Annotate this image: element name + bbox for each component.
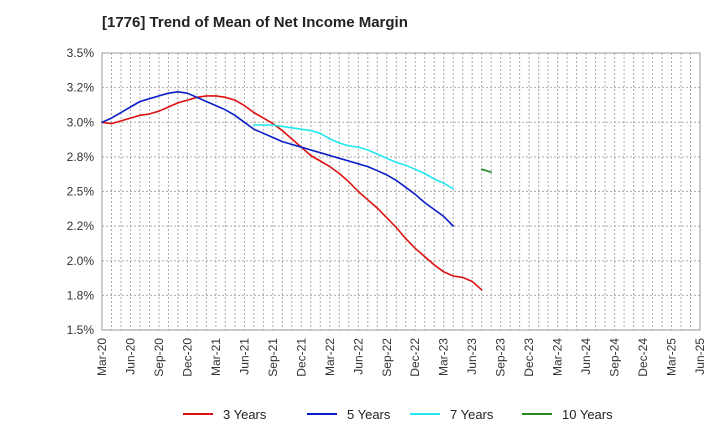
series-line-7-years [253, 124, 455, 190]
x-tick-label: Jun-23 [465, 338, 479, 375]
x-tick-label: Jun-25 [693, 338, 707, 375]
x-axis-ticks: Mar-20 Jun-20 Sep-20 Dec-20 Mar-21 Jun-21 Sep-… [95, 338, 707, 377]
x-tick-label: Dec-20 [180, 338, 194, 377]
x-tick-label: Dec-23 [522, 338, 536, 377]
plot-area-frame [101, 52, 701, 331]
y-tick-label: 2.5% [67, 185, 95, 199]
chart-title: [1776] Trend of Mean of Net Income Margi… [102, 14, 408, 31]
x-tick-label: Jun-22 [351, 338, 365, 375]
legend: 3 Years 5 Years 7 Years 10 Years [183, 407, 613, 422]
y-tick-label: 2.2% [67, 219, 95, 233]
x-tick-label: Jun-24 [579, 338, 593, 375]
x-tick-label: Dec-24 [636, 338, 650, 377]
series-lines [101, 91, 493, 291]
series-line-5-years [101, 91, 455, 227]
x-tick-label: Jun-20 [123, 338, 137, 375]
x-tick-label: Sep-22 [380, 338, 394, 377]
x-tick-label: Dec-22 [408, 338, 422, 377]
y-axis-ticks: 1.5% 1.8% 2.0% 2.2% 2.5% 2.8% 3.0% 3.2% 3.5% [67, 46, 95, 337]
series-line-10-years [480, 168, 493, 173]
legend-label: 7 Years [450, 407, 494, 422]
y-tick-label: 3.5% [67, 46, 95, 60]
y-tick-label: 1.8% [67, 288, 95, 302]
x-tick-label: Sep-24 [608, 338, 622, 377]
x-tick-label: Sep-20 [152, 338, 166, 377]
y-tick-label: 3.0% [67, 115, 95, 129]
x-tick-label: Sep-21 [266, 338, 280, 377]
x-tick-label: Mar-23 [437, 338, 451, 376]
y-tick-label: 2.0% [67, 254, 95, 268]
x-tick-label: Mar-22 [323, 338, 337, 376]
x-tick-label: Sep-23 [494, 338, 508, 377]
y-tick-label: 2.8% [67, 150, 95, 164]
legend-label: 5 Years [347, 407, 391, 422]
x-tick-label: Mar-21 [209, 338, 223, 376]
series-line-3-years [101, 95, 483, 291]
y-tick-label: 3.2% [67, 81, 95, 95]
x-tick-label: Dec-21 [294, 338, 308, 377]
x-tick-label: Mar-24 [551, 338, 565, 376]
x-tick-label: Mar-25 [665, 338, 679, 376]
y-tick-label: 1.5% [67, 323, 95, 337]
legend-label: 3 Years [223, 407, 267, 422]
x-tick-label: Jun-21 [237, 338, 251, 375]
x-tick-label: Mar-20 [95, 338, 109, 376]
legend-label: 10 Years [562, 407, 613, 422]
